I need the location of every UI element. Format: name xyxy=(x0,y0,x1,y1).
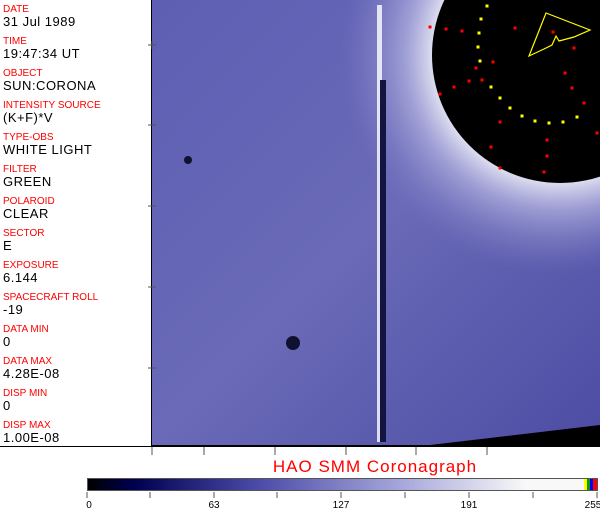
header-field: POLAROID CLEAR xyxy=(3,196,55,221)
header-field: OBJECT SUN:CORONA xyxy=(3,68,96,93)
header-field: DISP MIN 0 xyxy=(3,388,47,413)
overlay-marker xyxy=(467,79,471,83)
header-field: TIME 19:47:34 UT xyxy=(3,36,80,61)
overlay-marker xyxy=(582,101,586,105)
overlay-marker xyxy=(498,120,502,124)
field-value: GREEN xyxy=(3,174,52,189)
field-label: OBJECT xyxy=(3,68,43,79)
overlay-outline xyxy=(527,12,592,58)
overlay-marker xyxy=(485,4,489,8)
colorbar-tick-label: 63 xyxy=(208,500,220,511)
overlay-marker xyxy=(545,154,549,158)
header-field: EXPOSURE 6.144 xyxy=(3,260,59,285)
overlay-marker xyxy=(533,119,537,123)
overlay-marker xyxy=(460,29,464,33)
overlay-marker xyxy=(428,25,432,29)
field-label: DATE xyxy=(3,4,29,15)
field-label: POLAROID xyxy=(3,196,55,207)
field-value: 0 xyxy=(3,334,11,349)
field-value: 1.00E-08 xyxy=(3,430,60,445)
header-field: DATE 31 Jul 1989 xyxy=(3,4,76,29)
field-value: 0 xyxy=(3,398,11,413)
header-field: TYPE-OBS WHITE LIGHT xyxy=(3,132,92,157)
header-info-panel: DATE 31 Jul 1989 TIME 19:47:34 UT OBJECT SUN:… xyxy=(0,0,152,447)
field-value: 4.28E-08 xyxy=(3,366,60,381)
colorbar xyxy=(87,478,598,491)
field-label: DISP MIN xyxy=(3,388,48,399)
overlay-marker xyxy=(491,60,495,64)
overlay-marker xyxy=(575,115,579,119)
field-value: 31 Jul 1989 xyxy=(3,14,76,29)
field-label: EXPOSURE xyxy=(3,260,59,271)
plot-title: HAO SMM Coronagraph xyxy=(272,457,478,476)
field-value: (K+F)*V xyxy=(3,110,54,125)
field-label: SPACECRAFT ROLL xyxy=(3,292,99,303)
overlay-marker xyxy=(489,145,493,149)
overlay-marker xyxy=(572,46,576,50)
overlay-marker xyxy=(508,106,512,110)
field-value: SUN:CORONA xyxy=(3,78,97,93)
field-value: E xyxy=(3,238,13,253)
overlay-marker xyxy=(563,71,567,75)
occulter-disc xyxy=(432,0,600,183)
field-value: WHITE LIGHT xyxy=(3,142,93,157)
field-label: SECTOR xyxy=(3,228,45,239)
header-field: DATA MIN 0 xyxy=(3,324,49,349)
header-field: SPACECRAFT ROLL -19 xyxy=(3,292,98,317)
overlay-marker xyxy=(551,30,555,34)
field-label: TYPE-OBS xyxy=(3,132,54,143)
overlay-marker xyxy=(498,96,502,100)
colorbar-tick-label: 127 xyxy=(332,500,350,511)
field-value: 6.144 xyxy=(3,270,39,285)
occulter-pylon xyxy=(380,80,386,442)
field-value: CLEAR xyxy=(3,206,49,221)
overlay-marker xyxy=(542,170,546,174)
overlay-marker xyxy=(489,85,493,89)
overlay-marker xyxy=(444,27,448,31)
header-field: DISP MAX 1.00E-08 xyxy=(3,420,60,445)
header-field: DATA MAX 4.28E-08 xyxy=(3,356,60,381)
field-label: INTENSITY SOURCE xyxy=(3,100,101,111)
overlay-marker xyxy=(561,120,565,124)
overlay-marker xyxy=(513,26,517,30)
colorbar-tick-label: 0 xyxy=(86,500,92,511)
overlay-marker xyxy=(595,131,599,135)
field-label: DISP MAX xyxy=(3,420,51,431)
overlay-marker xyxy=(474,66,478,70)
colorbar-tick-label: 255 xyxy=(584,500,600,511)
overlay-marker xyxy=(477,31,481,35)
overlay-marker xyxy=(478,59,482,63)
overlay-marker xyxy=(480,78,484,82)
overlay-marker xyxy=(498,166,502,170)
field-label: DATA MAX xyxy=(3,356,53,367)
colorbar-tick-label: 191 xyxy=(460,500,478,511)
overlay-marker xyxy=(476,45,480,49)
field-value: -19 xyxy=(3,302,24,317)
field-label: TIME xyxy=(3,36,27,47)
field-label: FILTER xyxy=(3,164,37,175)
overlay-marker xyxy=(438,92,442,96)
field-value: 19:47:34 UT xyxy=(3,46,81,61)
overlay-marker xyxy=(520,114,524,118)
overlay-marker xyxy=(547,121,551,125)
overlay-marker xyxy=(479,17,483,21)
overlay-marker xyxy=(570,86,574,90)
header-field: FILTER GREEN xyxy=(3,164,52,189)
overlay-marker xyxy=(452,85,456,89)
header-field: INTENSITY SOURCE (K+F)*V xyxy=(3,100,101,125)
header-field: SECTOR E xyxy=(3,228,45,253)
overlay-marker xyxy=(545,138,549,142)
coronagraph-image xyxy=(152,0,600,447)
overlay-markers xyxy=(428,4,599,174)
field-label: DATA MIN xyxy=(3,324,49,335)
